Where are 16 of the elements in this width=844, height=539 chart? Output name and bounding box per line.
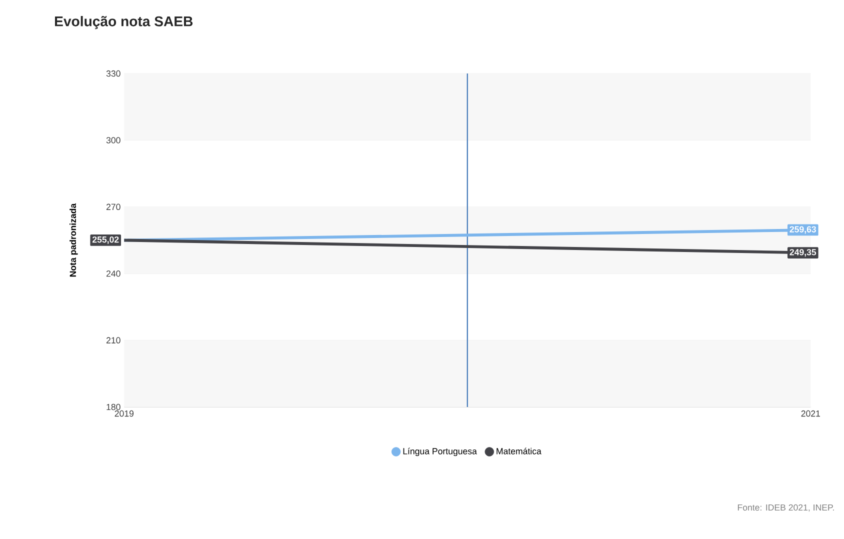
source-note: Fonte: IDEB 2021, INEP. [738, 504, 834, 512]
y-tick-label: 240 [106, 270, 120, 277]
data-label: 249,35 [790, 248, 816, 256]
data-label: 255,02 [92, 236, 119, 244]
chart-title: Evolução nota SAEB [55, 16, 193, 29]
y-axis-title: Nota padronizada [70, 203, 78, 276]
x-tick-label: 2019 [114, 410, 134, 416]
data-label: 259,63 [790, 226, 816, 234]
legend-label: Matemática [496, 448, 542, 454]
y-tick-label: 210 [106, 336, 120, 344]
y-tick-label: 180 [106, 404, 120, 410]
x-tick-label: 2021 [801, 410, 820, 416]
y-tick-label: 270 [106, 204, 120, 210]
legend-label: Língua Portuguesa [403, 448, 477, 456]
y-tick-label: 300 [106, 136, 120, 144]
y-tick-label: 330 [106, 70, 120, 76]
